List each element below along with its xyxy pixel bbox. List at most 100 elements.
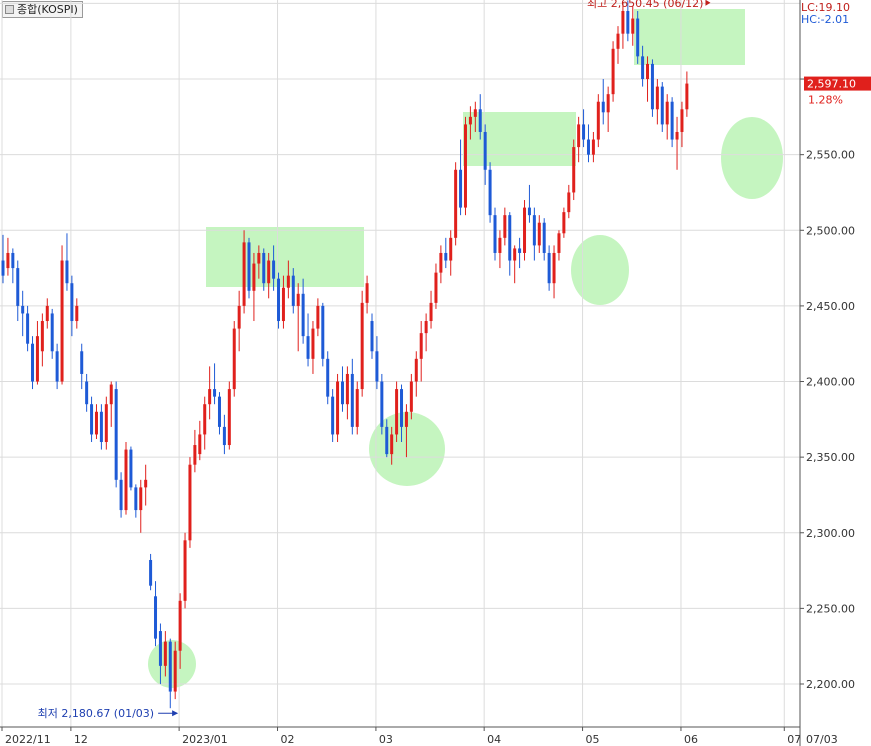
- y-tick-label: 2,550.00: [806, 149, 855, 162]
- candle-body: [360, 302, 364, 390]
- candle-body: [291, 275, 295, 306]
- candle-body: [680, 109, 684, 132]
- candle-body: [213, 389, 217, 397]
- candle-body: [94, 411, 98, 435]
- candle-body: [286, 275, 290, 288]
- candle-body: [621, 10, 625, 34]
- candle-body: [611, 48, 615, 95]
- candle-body: [247, 242, 251, 291]
- candle-body: [203, 404, 207, 435]
- candle-body: [65, 260, 69, 284]
- candle-body: [606, 94, 610, 113]
- candle-body: [434, 272, 438, 303]
- candle-body: [390, 434, 394, 455]
- candle-body: [114, 389, 118, 480]
- candle-body: [104, 404, 108, 443]
- candle-body: [508, 215, 512, 261]
- candle-body: [473, 109, 477, 117]
- candles: [1, 0, 689, 709]
- candle-body: [523, 207, 527, 253]
- candle-body: [380, 381, 384, 427]
- y-tick-label: 2,200.00: [806, 678, 855, 691]
- candle-body: [163, 641, 167, 666]
- candle-body: [16, 268, 20, 306]
- y-tick-label: 2,450.00: [806, 300, 855, 313]
- y-tick-label: 2,250.00: [806, 602, 855, 615]
- candle-body: [537, 222, 541, 246]
- candle-body: [419, 333, 423, 359]
- candle-body: [665, 101, 669, 125]
- highlight-box: [206, 227, 364, 287]
- candle-body: [670, 101, 674, 140]
- candle-body: [232, 328, 236, 390]
- last-price-change: 1.28%: [808, 94, 843, 107]
- y-tick-label: 2,400.00: [806, 376, 855, 389]
- candle-body: [370, 321, 374, 352]
- candle-body: [272, 260, 276, 279]
- candle-body: [562, 212, 566, 234]
- high-arrow-head: [705, 0, 711, 6]
- y-tick-label: 2,300.00: [806, 527, 855, 540]
- candle-body: [596, 101, 600, 140]
- candle-body: [572, 147, 576, 193]
- candle-body: [404, 411, 408, 427]
- candle-body: [557, 233, 561, 253]
- candle-body: [40, 321, 44, 352]
- last-price-value: 2,597.10: [807, 78, 856, 91]
- candle-body: [70, 283, 74, 322]
- candle-body: [90, 404, 94, 435]
- candle-body: [631, 18, 635, 34]
- x-tick-label: 04: [487, 733, 501, 746]
- x-tick-label: 05: [586, 733, 600, 746]
- highlight-box: [463, 112, 576, 166]
- candle-body: [454, 169, 458, 238]
- candle-body: [655, 86, 659, 110]
- candle-body: [365, 283, 369, 303]
- candle-body: [168, 641, 172, 692]
- candle-body: [547, 252, 551, 284]
- candle-body: [183, 540, 187, 601]
- y-tick-label: 2,500.00: [806, 224, 855, 237]
- highlight-circle: [571, 235, 629, 305]
- candle-body: [99, 411, 103, 443]
- candle-body: [449, 237, 453, 261]
- candle-body: [591, 139, 595, 155]
- candle-body: [158, 631, 162, 666]
- candle-body: [331, 396, 335, 435]
- candle-body: [409, 381, 413, 412]
- candle-body: [267, 260, 271, 284]
- candle-body: [375, 351, 379, 382]
- candle-body: [242, 242, 246, 306]
- candle-body: [75, 305, 79, 322]
- candle-body: [222, 426, 226, 446]
- candle-body: [650, 63, 654, 110]
- x-tick-label: 03: [379, 733, 393, 746]
- x-end-label: 07/03: [806, 733, 838, 746]
- candle-body: [685, 83, 689, 110]
- candle-body: [316, 305, 320, 329]
- candle-body: [306, 336, 310, 359]
- candle-body: [21, 305, 25, 314]
- candle-body: [350, 373, 354, 427]
- highlight-zones: [148, 9, 783, 688]
- candle-body: [493, 215, 497, 253]
- candle-body: [646, 63, 650, 80]
- x-tick-label: 12: [74, 733, 88, 746]
- candle-body: [188, 464, 192, 541]
- candle-body: [660, 86, 664, 125]
- candle-body: [463, 124, 467, 208]
- candle-body: [582, 124, 586, 140]
- candle-body: [257, 252, 261, 264]
- candle-body: [400, 389, 404, 427]
- x-tick-label: 07: [787, 733, 801, 746]
- highlight-circle: [721, 117, 783, 199]
- candle-body: [217, 396, 221, 427]
- candle-body: [149, 559, 153, 586]
- low-annotation: 최저 2,180.67 (01/03): [38, 707, 155, 720]
- highlight-circle: [148, 640, 196, 688]
- corner-hc: HC:-2.01: [801, 13, 849, 26]
- candle-body: [55, 351, 59, 382]
- candle-body: [641, 56, 645, 80]
- chart-title-text: 종합(KOSPI): [17, 3, 78, 16]
